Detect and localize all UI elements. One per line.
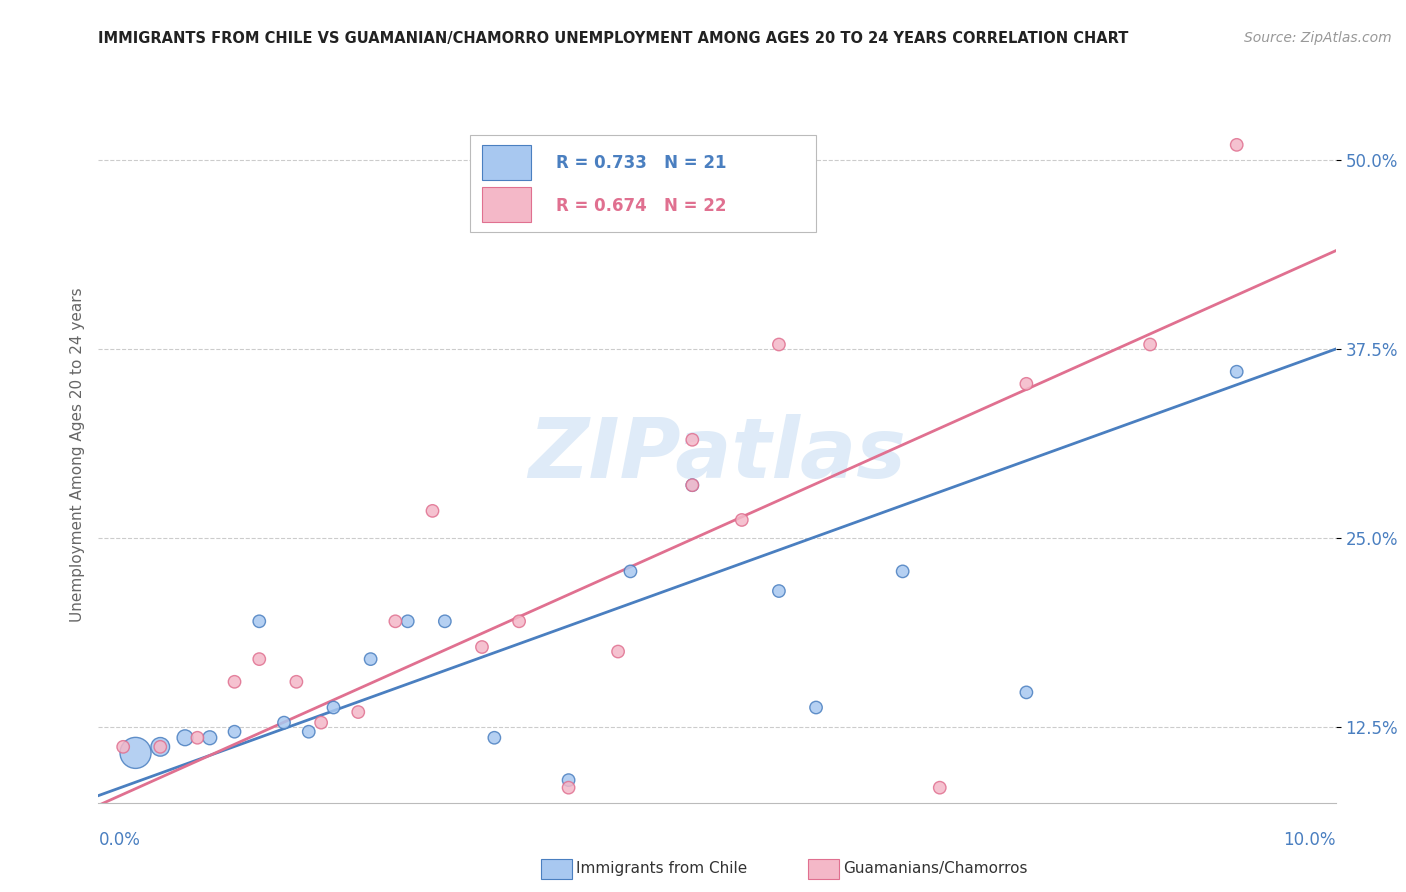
Point bbox=[309, 715, 332, 730]
Text: 0.0%: 0.0% bbox=[98, 830, 141, 848]
Point bbox=[619, 565, 641, 579]
FancyBboxPatch shape bbox=[470, 135, 815, 232]
Point bbox=[1226, 365, 1249, 379]
Text: R = 0.674   N = 22: R = 0.674 N = 22 bbox=[557, 197, 727, 215]
Y-axis label: Unemployment Among Ages 20 to 24 years: Unemployment Among Ages 20 to 24 years bbox=[69, 287, 84, 623]
Text: Source: ZipAtlas.com: Source: ZipAtlas.com bbox=[1244, 31, 1392, 45]
Point bbox=[285, 674, 308, 689]
FancyBboxPatch shape bbox=[482, 187, 531, 222]
Point bbox=[112, 739, 135, 754]
Point bbox=[224, 724, 246, 739]
Point bbox=[149, 739, 172, 754]
Point bbox=[804, 700, 827, 714]
Point bbox=[1139, 337, 1161, 351]
Point bbox=[557, 780, 579, 795]
Point bbox=[891, 565, 914, 579]
Point bbox=[928, 780, 950, 795]
Point bbox=[298, 724, 321, 739]
Point bbox=[433, 615, 456, 629]
Point bbox=[396, 615, 419, 629]
Point bbox=[247, 615, 270, 629]
Point bbox=[198, 731, 221, 745]
Text: Guamanians/Chamorros: Guamanians/Chamorros bbox=[844, 862, 1028, 876]
Point bbox=[1015, 376, 1038, 391]
Text: R = 0.733   N = 21: R = 0.733 N = 21 bbox=[557, 153, 727, 171]
Text: ZIPatlas: ZIPatlas bbox=[529, 415, 905, 495]
Text: 10.0%: 10.0% bbox=[1284, 830, 1336, 848]
Point bbox=[247, 652, 270, 666]
Point bbox=[484, 731, 506, 745]
Point bbox=[149, 739, 172, 754]
Point bbox=[471, 640, 494, 654]
Point bbox=[174, 731, 197, 745]
Point bbox=[557, 773, 579, 788]
FancyBboxPatch shape bbox=[482, 145, 531, 180]
Point bbox=[768, 584, 790, 599]
Point bbox=[1015, 685, 1038, 699]
Point bbox=[681, 478, 703, 492]
Point bbox=[124, 746, 146, 760]
Point bbox=[681, 433, 703, 447]
Point bbox=[731, 513, 754, 527]
Point bbox=[360, 652, 382, 666]
Point bbox=[681, 478, 703, 492]
Point bbox=[273, 715, 295, 730]
Point bbox=[347, 705, 370, 719]
Point bbox=[224, 674, 246, 689]
Point bbox=[422, 504, 444, 518]
Text: IMMIGRANTS FROM CHILE VS GUAMANIAN/CHAMORRO UNEMPLOYMENT AMONG AGES 20 TO 24 YEA: IMMIGRANTS FROM CHILE VS GUAMANIAN/CHAMO… bbox=[98, 31, 1129, 46]
Text: Immigrants from Chile: Immigrants from Chile bbox=[576, 862, 748, 876]
Point bbox=[607, 644, 630, 658]
Point bbox=[508, 615, 530, 629]
Point bbox=[322, 700, 344, 714]
Point bbox=[1226, 137, 1249, 152]
Point bbox=[186, 731, 208, 745]
Point bbox=[768, 337, 790, 351]
Point bbox=[384, 615, 406, 629]
